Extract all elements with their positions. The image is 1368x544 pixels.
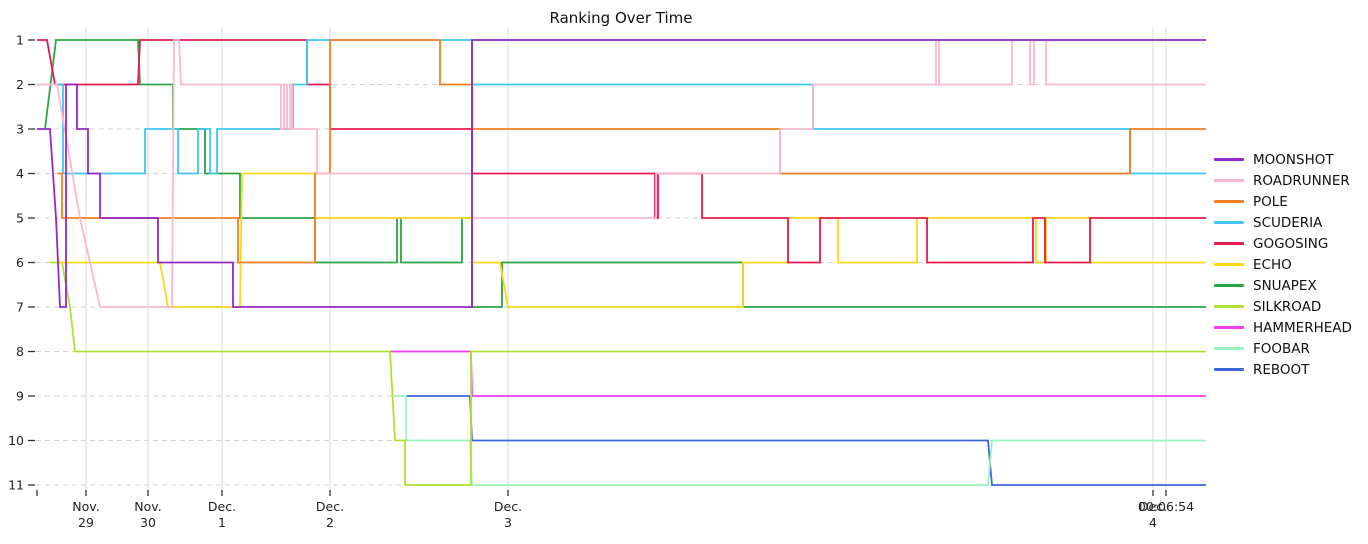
y-tick-label: 9 — [16, 389, 24, 404]
legend-label: MOONSHOT — [1253, 151, 1334, 168]
y-tick-label: 2 — [16, 77, 24, 92]
legend-label: FOOBAR — [1253, 340, 1310, 357]
legend-label: ECHO — [1253, 256, 1292, 273]
x-tick-label: 29 — [78, 515, 94, 530]
legend-label: HAMMERHEAD — [1253, 319, 1352, 336]
x-tick-label: Dec. — [208, 499, 236, 514]
legend-swatch-icon — [1214, 305, 1244, 308]
legend-item-foobar: FOOBAR — [1214, 338, 1352, 359]
y-tick-label: 5 — [16, 211, 24, 226]
series-line-moonshot — [37, 39, 1206, 308]
chart-title: Ranking Over Time — [549, 9, 693, 27]
legend-swatch-icon — [1214, 326, 1244, 329]
x-tick-label: Dec. — [316, 499, 344, 514]
legend-swatch-icon — [1214, 158, 1244, 161]
series-line-silkroad — [50, 261, 1206, 486]
chart-legend: MOONSHOT ROADRUNNER POLE SCUDERIA GOGOSING EC… — [1214, 149, 1352, 380]
legend-label: REBOOT — [1253, 361, 1310, 378]
legend-swatch-icon — [1214, 368, 1244, 371]
series-line-reboot — [406, 395, 1206, 486]
y-tick-label: 4 — [16, 166, 24, 181]
y-tick-label: 3 — [16, 122, 24, 137]
y-tick-label: 8 — [16, 344, 24, 359]
x-tick-label: 3 — [504, 515, 512, 530]
series-line-pole — [58, 39, 1206, 264]
legend-swatch-icon — [1214, 347, 1244, 350]
legend-label: POLE — [1253, 193, 1288, 210]
legend-swatch-icon — [1214, 221, 1244, 224]
y-tick-label: 1 — [16, 33, 24, 48]
legend-swatch-icon — [1214, 263, 1244, 266]
legend-item-roadrunner: ROADRUNNER — [1214, 170, 1352, 191]
y-tick-label: 7 — [16, 300, 24, 315]
legend-item-reboot: REBOOT — [1214, 359, 1352, 380]
legend-label: GOGOSING — [1253, 235, 1329, 252]
y-tick-label: 6 — [16, 255, 24, 270]
legend-swatch-icon — [1214, 242, 1244, 245]
legend-item-hammerhead: HAMMERHEAD — [1214, 317, 1352, 338]
legend-swatch-icon — [1214, 284, 1244, 287]
x-tick-label: Dec. — [494, 499, 522, 514]
legend-item-echo: ECHO — [1214, 254, 1352, 275]
legend-label: SNUAPEX — [1253, 277, 1317, 294]
legend-label: ROADRUNNER — [1253, 172, 1350, 189]
legend-item-pole: POLE — [1214, 191, 1352, 212]
y-tick-label: 10 — [8, 433, 24, 448]
legend-swatch-icon — [1214, 179, 1244, 182]
legend-label: SCUDERIA — [1253, 214, 1323, 231]
legend-item-snuapex: SNUAPEX — [1214, 275, 1352, 296]
x-tick-label: Dec. — [1139, 499, 1167, 514]
legend-item-moonshot: MOONSHOT — [1214, 149, 1352, 170]
x-tick-label: Nov. — [134, 499, 161, 514]
x-tick-label: 2 — [326, 515, 334, 530]
y-tick-label: 11 — [8, 478, 24, 493]
series-line-hammerhead — [390, 350, 1206, 397]
legend-item-gogosing: GOGOSING — [1214, 233, 1352, 254]
legend-label: SILKROAD — [1253, 298, 1322, 315]
legend-item-scuderia: SCUDERIA — [1214, 212, 1352, 233]
x-tick-label: Nov. — [72, 499, 99, 514]
x-tick-label: 30 — [140, 515, 156, 530]
x-tick-label: 1 — [218, 515, 226, 530]
legend-item-silkroad: SILKROAD — [1214, 296, 1352, 317]
x-tick-label: 00:06:54 — [1138, 499, 1194, 514]
x-tick-label: 4 — [1149, 515, 1157, 530]
legend-swatch-icon — [1214, 200, 1244, 203]
